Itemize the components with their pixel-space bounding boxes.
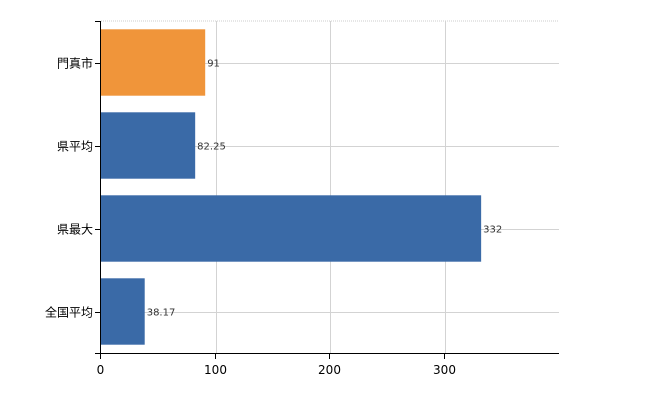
- data-label-0: 91: [207, 59, 220, 70]
- x-tick-label-300: 300: [433, 363, 456, 377]
- y-tick-label-3: 全国平均: [45, 305, 93, 320]
- bar-2: [101, 195, 482, 262]
- y-tick-label-1: 県平均: [57, 140, 93, 154]
- x-tick-label-200: 200: [318, 363, 341, 377]
- data-label-3: 38.17: [147, 308, 176, 319]
- x-tick-label-0: 0: [97, 363, 105, 377]
- data-labels: 91 82.25 332 38.17: [147, 59, 503, 319]
- data-label-1: 82.25: [197, 142, 226, 153]
- y-tick-label-2: 県最大: [57, 223, 93, 237]
- x-tick-label-100: 100: [204, 363, 227, 377]
- bar-3: [101, 278, 145, 345]
- y-tick-label-0: 門真市: [57, 56, 93, 71]
- bar-1: [101, 112, 196, 179]
- data-label-2: 332: [483, 225, 502, 236]
- bar-0: [101, 29, 206, 96]
- x-axis-ticks: 0 100 200 300: [97, 353, 456, 377]
- bars: [101, 29, 482, 345]
